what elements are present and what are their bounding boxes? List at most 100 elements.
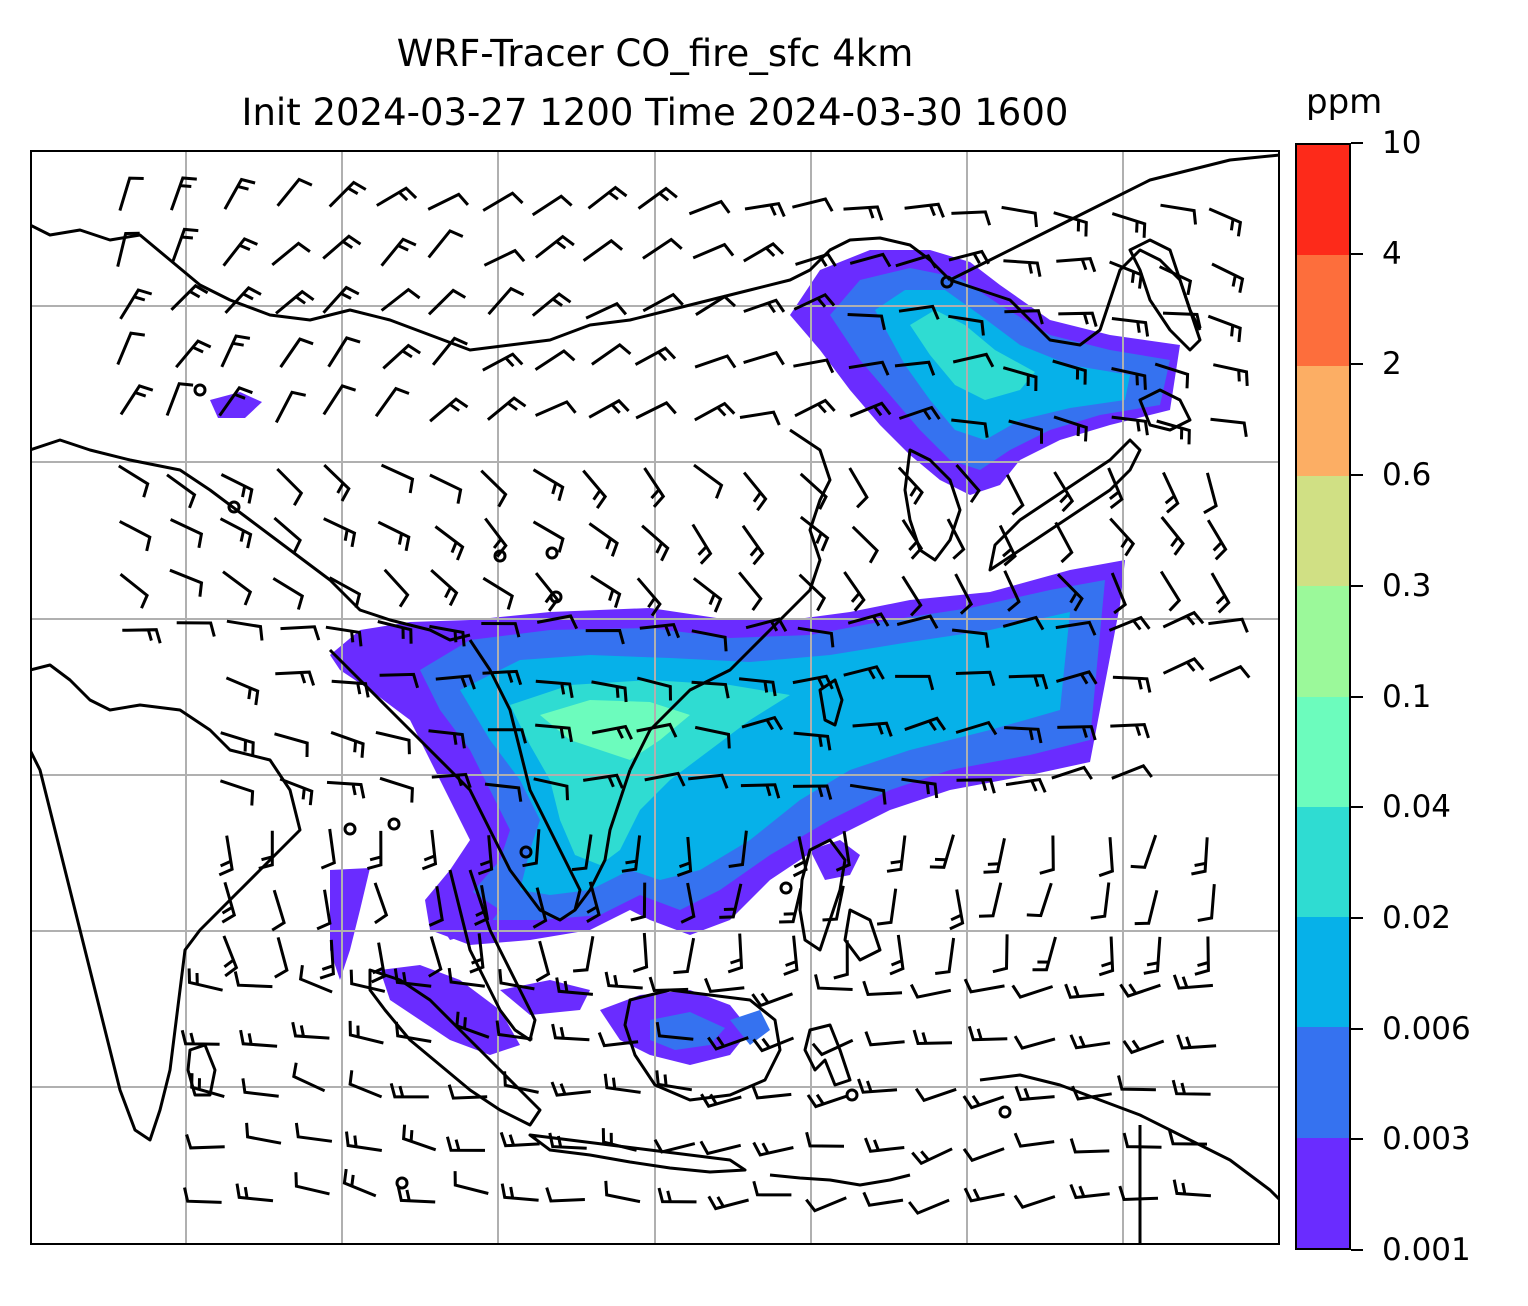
wind-barb [322, 285, 360, 314]
wind-barb [688, 773, 729, 789]
wind-barb [435, 674, 476, 690]
wind-barb [119, 573, 149, 609]
wind-barb [171, 227, 199, 262]
wind-barb [1122, 1039, 1165, 1055]
wind-barb [550, 1081, 591, 1097]
wind-barb [486, 396, 527, 421]
wind-barb [1194, 936, 1210, 976]
wind-barb [1210, 572, 1231, 614]
wind-barb [793, 292, 836, 311]
calm-wind-circle [998, 1105, 1012, 1119]
wind-barb [799, 472, 828, 510]
wind-barb [908, 1198, 950, 1215]
wind-barb [480, 469, 508, 508]
wind-barb [1014, 1085, 1055, 1102]
calm-wind-circle [387, 817, 401, 831]
wind-barb [704, 977, 745, 994]
plume-gulf-patch [430, 890, 500, 940]
wind-barb [1013, 1194, 1056, 1209]
wind-barb [482, 576, 514, 610]
wind-barb [1110, 572, 1128, 615]
wind-barb [1159, 570, 1182, 612]
wind-barb [1039, 835, 1055, 875]
wind-barb [218, 385, 253, 417]
plume-thailand-south [330, 868, 370, 980]
wind-barb [811, 1038, 854, 1057]
wind-barb [482, 352, 524, 372]
wind-barb [1011, 984, 1054, 999]
wind-barb [276, 177, 313, 207]
wind-barb [428, 936, 443, 978]
wind-barb [805, 1196, 847, 1213]
coastline-korea [903, 448, 962, 562]
wind-barb [591, 680, 628, 703]
wind-barb [590, 574, 622, 609]
colorbar-tick-label: 0.6 [1382, 457, 1432, 494]
colorbar-tick-label: 0.006 [1382, 1010, 1471, 1047]
wind-barb [165, 382, 194, 417]
wind-barb [743, 350, 785, 366]
wind-barb [585, 301, 628, 320]
wind-barb [591, 343, 632, 366]
wind-barb [116, 331, 146, 366]
calm-wind-circle [227, 500, 241, 514]
colorbar [1295, 143, 1351, 1250]
wind-barb [904, 202, 945, 218]
wind-barb [1158, 265, 1193, 296]
wind-barb [180, 1029, 220, 1046]
wind-barb [657, 1187, 697, 1204]
wind-barb [948, 249, 991, 265]
wind-barb [978, 882, 1003, 918]
wind-barb [421, 829, 438, 871]
wind-barb [621, 835, 642, 873]
plume-borneo-east [730, 1010, 770, 1045]
wind-barb [1160, 516, 1185, 556]
wind-barb [1026, 882, 1053, 918]
wind-barb [326, 780, 366, 799]
wind-barb [477, 835, 494, 876]
calm-wind-circle [549, 590, 563, 604]
wind-barb [956, 778, 996, 794]
wind-barb [169, 518, 204, 549]
wind-barb [325, 625, 363, 647]
wind-barb [653, 1138, 696, 1154]
wind-barb [1176, 1034, 1217, 1050]
wind-barb [1134, 889, 1159, 926]
calm-wind-circle [545, 546, 559, 560]
wind-barb [118, 176, 144, 212]
calm-wind-circle [779, 881, 793, 895]
map-border [30, 150, 1280, 1245]
coastline-russia-far-east [949, 153, 1280, 282]
wind-barb [1069, 1183, 1110, 1200]
wind-barb [741, 524, 765, 566]
wind-barb [190, 1073, 225, 1099]
wind-barb [806, 1093, 849, 1109]
wind-barb [373, 882, 389, 925]
wind-barb [402, 1124, 437, 1152]
wind-barb [1071, 1085, 1112, 1101]
colorbar-tick [1351, 1138, 1363, 1141]
wind-barb [588, 522, 619, 557]
wind-barb [783, 935, 799, 976]
wind-barb [635, 401, 677, 420]
wind-barb [952, 352, 995, 368]
wind-barb [428, 885, 444, 927]
gridlines [30, 150, 1280, 1245]
wind-barb [320, 828, 336, 870]
wind-barb [429, 397, 469, 423]
wind-barb [220, 334, 251, 368]
wind-barb [275, 670, 316, 686]
wind-barb [946, 518, 966, 560]
wind-barb [1162, 471, 1180, 514]
wind-barb [431, 772, 472, 789]
wind-barb [377, 520, 411, 552]
calm-wind-circle [940, 275, 954, 289]
wind-barb [1004, 726, 1043, 744]
wind-barb [642, 237, 683, 260]
wind-barb [901, 575, 923, 617]
wind-barb [548, 1132, 587, 1150]
wind-barb [636, 577, 662, 617]
wind-barb [1098, 936, 1115, 977]
wind-barb [394, 1021, 432, 1043]
colorbar-band [1297, 696, 1349, 807]
